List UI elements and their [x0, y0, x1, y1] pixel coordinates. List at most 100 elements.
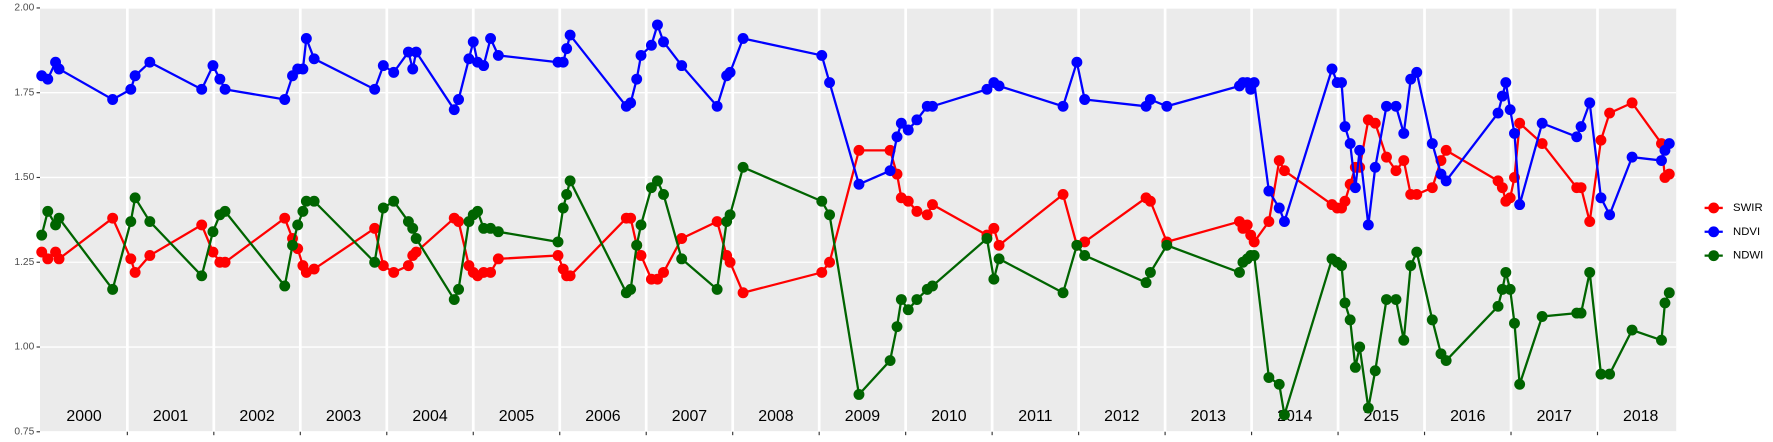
- data-point: [1656, 334, 1667, 346]
- data-point: [1263, 372, 1275, 383]
- data-point: [1575, 182, 1587, 194]
- x-tick-label: 2009: [845, 408, 881, 425]
- legend-label: NDVI: [1733, 226, 1760, 238]
- data-point: [1369, 365, 1381, 377]
- data-point: [988, 273, 1000, 285]
- data-point: [1595, 368, 1607, 380]
- data-point: [921, 209, 933, 221]
- data-point: [1349, 361, 1361, 373]
- data-point: [658, 36, 669, 48]
- x-tick-label: 2001: [153, 408, 189, 425]
- data-point: [1626, 97, 1638, 109]
- data-point: [927, 199, 938, 211]
- data-point: [1263, 185, 1275, 197]
- data-point: [1278, 165, 1290, 177]
- data-point: [1584, 216, 1596, 228]
- data-point: [911, 114, 923, 126]
- data-point: [557, 202, 569, 214]
- data-point: [1575, 307, 1587, 319]
- data-point: [1057, 287, 1069, 299]
- data-point: [824, 77, 836, 89]
- data-point: [1440, 144, 1452, 156]
- data-point: [816, 266, 828, 278]
- data-point: [219, 83, 231, 95]
- data-point: [1440, 175, 1452, 187]
- data-point: [1604, 209, 1616, 221]
- data-point: [144, 216, 156, 228]
- y-tick-label: 1.25: [14, 257, 34, 268]
- data-point: [1326, 63, 1338, 75]
- legend-key: [1708, 226, 1720, 238]
- data-point: [308, 53, 320, 65]
- data-point: [107, 94, 119, 105]
- data-point: [676, 253, 688, 265]
- data-point: [125, 83, 137, 95]
- data-point: [564, 175, 576, 187]
- data-point: [1079, 250, 1091, 261]
- data-point: [737, 33, 749, 44]
- data-point: [1595, 134, 1607, 146]
- y-tick-label: 1.00: [14, 342, 34, 353]
- data-point: [993, 253, 1005, 265]
- y-tick-label: 1.75: [14, 87, 34, 98]
- data-point: [564, 270, 576, 282]
- data-point: [308, 263, 320, 275]
- data-point: [308, 195, 320, 207]
- data-point: [1440, 355, 1452, 367]
- x-tick-label: 2002: [239, 408, 275, 425]
- data-point: [1381, 294, 1392, 305]
- data-point: [1390, 294, 1402, 305]
- data-point: [1604, 107, 1616, 119]
- data-point: [1509, 317, 1520, 329]
- data-point: [552, 250, 564, 261]
- data-point: [902, 124, 914, 136]
- data-point: [1626, 151, 1638, 163]
- legend-key: [1708, 250, 1720, 262]
- data-point: [196, 270, 208, 282]
- data-point: [1344, 138, 1356, 150]
- data-point: [645, 39, 657, 51]
- data-point: [1504, 283, 1516, 295]
- data-point: [107, 212, 119, 224]
- data-point: [1144, 94, 1156, 105]
- data-point: [635, 250, 647, 261]
- data-point: [402, 46, 414, 58]
- x-tick-label: 2007: [672, 408, 708, 425]
- data-point: [1278, 409, 1290, 421]
- data-point: [53, 212, 65, 224]
- data-point: [300, 33, 312, 44]
- data-point: [1659, 297, 1671, 309]
- data-point: [407, 63, 419, 75]
- data-point: [853, 144, 865, 156]
- data-point: [853, 178, 865, 190]
- x-tick-label: 2016: [1450, 408, 1486, 425]
- data-point: [1144, 195, 1156, 207]
- data-point: [552, 236, 564, 248]
- data-point: [1584, 266, 1596, 278]
- x-tick-label: 2000: [66, 408, 102, 425]
- data-point: [927, 280, 938, 292]
- data-point: [1663, 287, 1675, 299]
- data-point: [1354, 161, 1366, 173]
- data-point: [410, 46, 422, 58]
- data-point: [1398, 127, 1410, 139]
- data-point: [658, 188, 669, 200]
- data-point: [297, 205, 309, 217]
- data-point: [1339, 297, 1351, 309]
- data-point: [1278, 216, 1290, 228]
- data-point: [1426, 314, 1438, 326]
- data-point: [631, 73, 643, 85]
- data-point: [1381, 151, 1392, 163]
- data-point: [377, 260, 389, 272]
- data-point: [711, 216, 723, 228]
- data-point: [724, 209, 736, 221]
- data-point: [1248, 77, 1260, 89]
- data-point: [1079, 94, 1091, 105]
- data-point: [36, 229, 48, 241]
- data-point: [652, 175, 663, 187]
- data-point: [816, 49, 828, 61]
- data-point: [711, 283, 723, 295]
- data-point: [711, 100, 723, 112]
- data-point: [492, 253, 504, 265]
